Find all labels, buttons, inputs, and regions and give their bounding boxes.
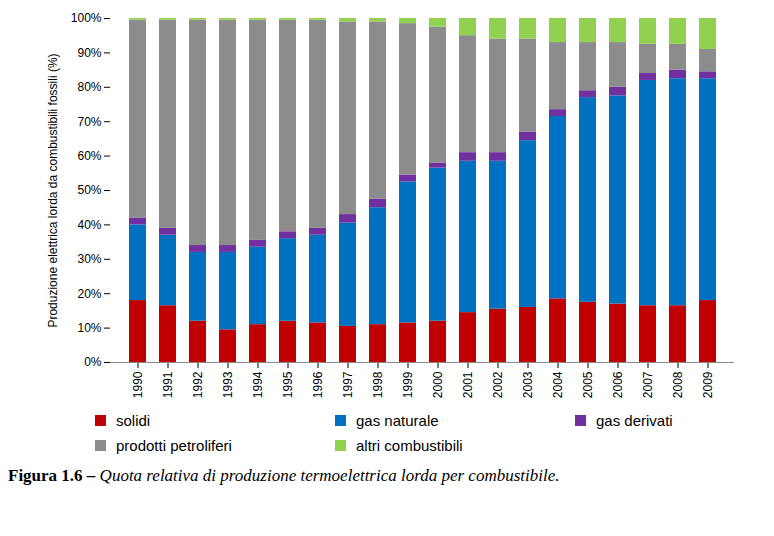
svg-text:1998: 1998 [371,371,385,398]
svg-text:10%: 10% [77,321,101,335]
svg-text:30%: 30% [77,252,101,266]
svg-text:2001: 2001 [461,371,475,398]
html-text:prodotti petroliferi: prodotti petroliferi [116,437,232,454]
svg-text:70%: 70% [77,115,101,129]
svg-text:1999: 1999 [401,371,415,398]
svg-text:40%: 40% [77,218,101,232]
svg-text:1991: 1991 [161,371,175,398]
svg-text:2000: 2000 [431,371,445,398]
svg-text:20%: 20% [77,287,101,301]
html-text:gas naturale: gas naturale [356,412,439,429]
html-text:gas derivati: gas derivati [596,412,673,429]
svg-text:2006: 2006 [611,371,625,398]
svg-text:2005: 2005 [581,371,595,398]
svg-text:2004: 2004 [551,371,565,398]
svg-text:1994: 1994 [251,371,265,398]
svg-text:1993: 1993 [221,371,235,398]
svg-text:2009: 2009 [701,371,715,398]
svg-text:60%: 60% [77,149,101,163]
svg-text:50%: 50% [77,183,101,197]
svg-text:1990: 1990 [131,371,145,398]
html-text:Figura 1.6 – Quota relativa di: Figura 1.6 – Quota relativa di produzion… [8,466,560,485]
svg-text:2008: 2008 [671,371,685,398]
html-text:solidi: solidi [116,412,151,429]
svg-text:2007: 2007 [641,371,655,398]
svg-text:100%: 100% [71,11,102,25]
html-text:altri combustibili: altri combustibili [356,437,463,454]
svg-text:1997: 1997 [341,371,355,398]
svg-text:0%: 0% [84,355,102,369]
svg-text:90%: 90% [77,46,101,60]
svg-text:1992: 1992 [191,371,205,398]
svg-text:1996: 1996 [311,371,325,398]
svg-text:80%: 80% [77,80,101,94]
svg-text:Produzione elettrica lorda da: Produzione elettrica lorda da combustibi… [46,53,60,327]
svg-text:2003: 2003 [521,371,535,398]
svg-text:2002: 2002 [491,371,505,398]
svg-text:1995: 1995 [281,371,295,398]
